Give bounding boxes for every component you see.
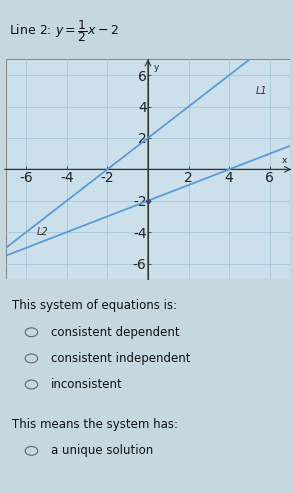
Text: Line 2: $y = \dfrac{1}{2}x - 2$: Line 2: $y = \dfrac{1}{2}x - 2$ (9, 18, 118, 43)
Text: y: y (154, 63, 159, 71)
Text: L1: L1 (256, 86, 268, 96)
Text: inconsistent: inconsistent (51, 378, 123, 391)
Text: This system of equations is:: This system of equations is: (11, 299, 177, 312)
Text: x: x (281, 156, 287, 165)
Text: a unique solution: a unique solution (51, 444, 154, 458)
Text: consistent independent: consistent independent (51, 352, 191, 365)
Text: consistent dependent: consistent dependent (51, 326, 180, 339)
Text: This means the system has:: This means the system has: (11, 418, 178, 431)
Text: L2: L2 (36, 227, 48, 237)
